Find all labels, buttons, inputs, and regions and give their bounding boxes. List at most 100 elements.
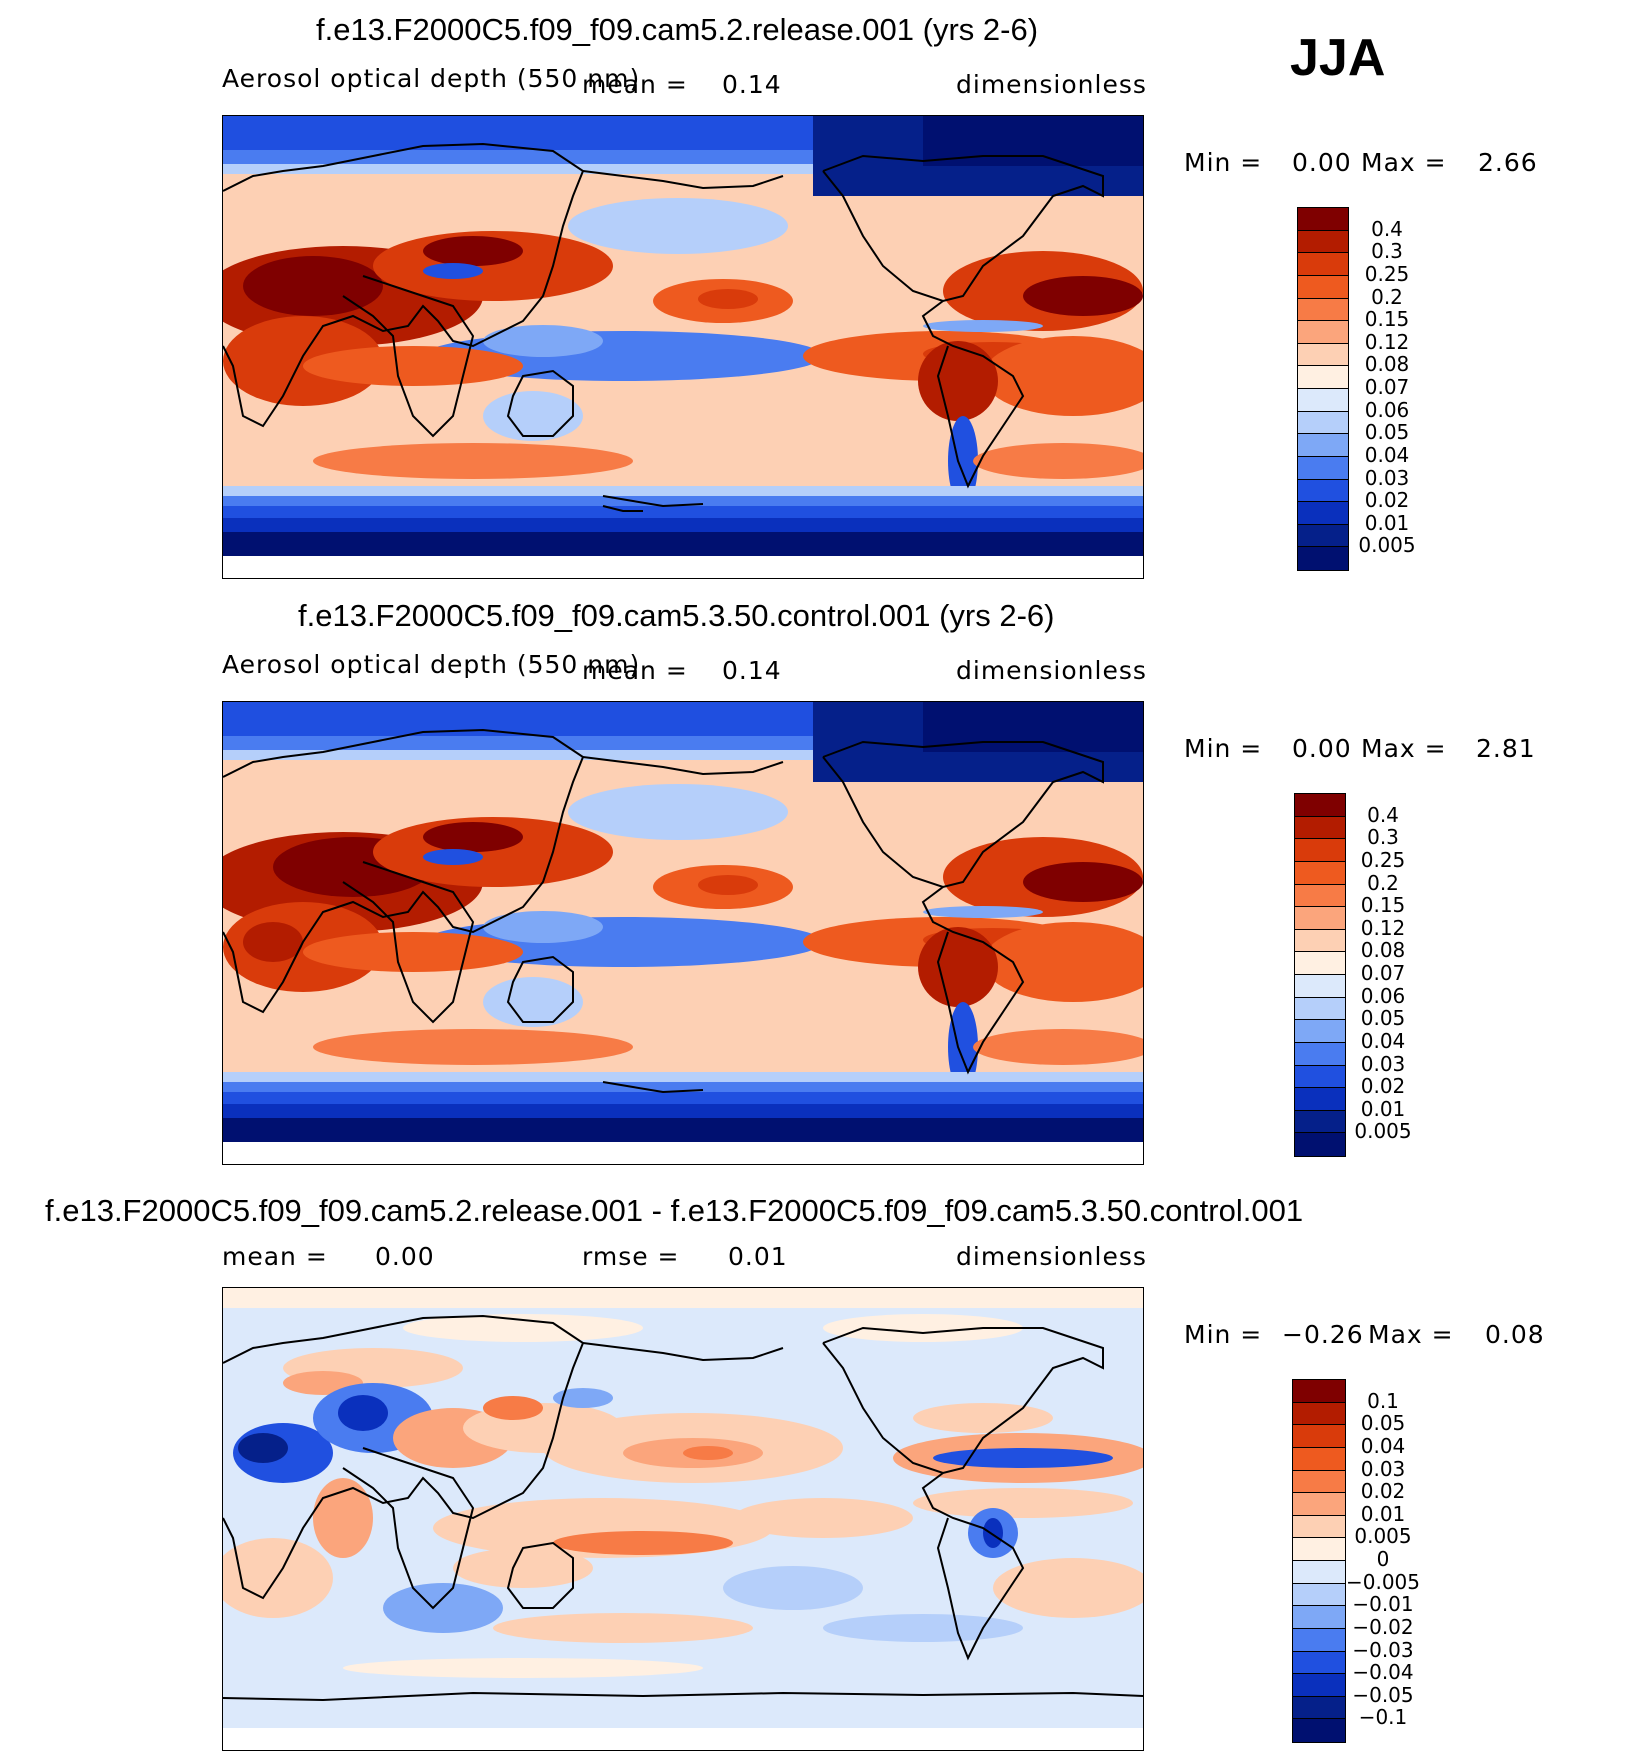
colorbar-swatch: [1298, 456, 1348, 480]
colorbar-tick-label: 0.02: [1360, 1074, 1406, 1099]
colorbar-tick-label: −0.02: [1352, 1614, 1414, 1639]
colorbar-tick-label: 0.15: [1364, 307, 1410, 332]
colorbar-swatch: [1295, 952, 1345, 975]
colorbar-tick-label: 0.12: [1364, 329, 1410, 354]
season-label: JJA: [1290, 29, 1386, 87]
colorbar-tick-label: 0.03: [1360, 1051, 1406, 1076]
panel-3-rmse-label: rmse =: [582, 1242, 680, 1271]
panel-2-min-value: 0.00: [1292, 734, 1352, 763]
panel-3-map-svg: [223, 1288, 1143, 1750]
colorbar-tick-label: 0.08: [1364, 352, 1410, 377]
colorbar-tick-label: −0.04: [1352, 1660, 1414, 1685]
panel-2-mean-label: mean =: [582, 656, 688, 685]
colorbar-tick-label: 0.08: [1360, 938, 1406, 963]
panel-2-map-svg: [223, 702, 1143, 1164]
colorbar-swatch: [1298, 253, 1348, 276]
panel-1-variable: Aerosol optical depth (550 nm): [222, 64, 641, 93]
panel-3-title: f.e13.F2000C5.f09_f09.cam5.2.release.001…: [45, 1193, 1304, 1228]
colorbar-tick-label: −0.005: [1345, 1569, 1420, 1594]
colorbar-swatch: [1293, 1696, 1345, 1720]
colorbar-swatch: [1293, 1606, 1345, 1629]
colorbar-swatch: [1298, 502, 1348, 525]
colorbar-swatch: [1298, 434, 1348, 457]
panel-3-rmse-value: 0.01: [728, 1242, 788, 1271]
colorbar-swatch: [1295, 816, 1345, 840]
panel-3-max-value: 0.08: [1485, 1320, 1545, 1349]
panel-3-units: dimensionless: [956, 1242, 1147, 1271]
colorbar-swatch: [1293, 1447, 1345, 1471]
colorbar-swatch: [1293, 1493, 1345, 1516]
panel-1-mean-label: mean =: [582, 70, 688, 99]
colorbar-swatch: [1293, 1515, 1345, 1539]
colorbar-swatch: [1298, 275, 1348, 299]
colorbar-swatch: [1295, 907, 1345, 930]
panel-1-mean-value: 0.14: [722, 70, 782, 99]
colorbar-swatch: [1293, 1380, 1345, 1403]
colorbar-tick-label: 0.15: [1360, 893, 1406, 918]
colorbar-tick-label: 0.3: [1371, 239, 1403, 264]
colorbar-tick-label: 0.02: [1364, 488, 1410, 513]
panel-2-units: dimensionless: [956, 656, 1147, 685]
colorbar-tick-label: 0.25: [1360, 847, 1406, 872]
colorbar-swatch: [1298, 411, 1348, 435]
colorbar-swatch: [1295, 1042, 1345, 1066]
colorbar-swatch: [1298, 479, 1348, 503]
colorbar-tick-label: 0.01: [1360, 1501, 1406, 1526]
colorbar-swatch: [1293, 1628, 1345, 1652]
colorbar-swatch: [1298, 321, 1348, 344]
colorbar-swatch: [1295, 975, 1345, 998]
colorbar-tick-label: −0.01: [1352, 1592, 1414, 1617]
colorbar-swatch: [1295, 1020, 1345, 1043]
panel-1-units: dimensionless: [956, 70, 1147, 99]
panel-1-min-label: Min =: [1184, 148, 1263, 177]
colorbar-swatch: [1293, 1719, 1345, 1742]
colorbar-swatch: [1298, 208, 1348, 231]
panel-1-map: [222, 115, 1144, 579]
colorbar-tick-label: 0.4: [1371, 216, 1403, 241]
colorbar-tick-label: 0.2: [1371, 284, 1403, 309]
colorbar-swatch: [1293, 1561, 1345, 1584]
colorbar-swatch: [1295, 839, 1345, 862]
panel-3-map: [222, 1287, 1144, 1751]
colorbar-swatch: [1295, 1088, 1345, 1111]
colorbar-tick-label: 0.25: [1364, 261, 1410, 286]
colorbar-tick-label: 0.07: [1360, 961, 1406, 985]
colorbar-tick-label: 0.03: [1360, 1456, 1406, 1481]
colorbar-tick-label: 0.005: [1354, 1119, 1412, 1144]
colorbar-tick-label: 0.03: [1364, 465, 1410, 490]
panel-2-title: f.e13.F2000C5.f09_f09.cam5.3.50.control.…: [298, 598, 1055, 633]
panel-3-mean-value: 0.00: [375, 1242, 435, 1271]
colorbar-swatch: [1298, 389, 1348, 412]
colorbar-tick-label: 0.06: [1360, 983, 1406, 1008]
panel-2-max-label: Max =: [1361, 734, 1447, 763]
panel-3-colorbar: [1292, 1379, 1346, 1743]
colorbar-tick-label: −0.03: [1352, 1637, 1414, 1662]
panel-1-colorbar: [1297, 207, 1349, 571]
colorbar-swatch: [1295, 861, 1345, 885]
colorbar-swatch: [1295, 929, 1345, 953]
colorbar-tick-label: 0.02: [1360, 1479, 1406, 1504]
colorbar-swatch: [1298, 343, 1348, 367]
panel-1-title: f.e13.F2000C5.f09_f09.cam5.2.release.001…: [316, 12, 1039, 47]
colorbar-tick-label: 0: [1376, 1547, 1390, 1571]
panel-2-colorbar: [1294, 793, 1346, 1157]
colorbar-tick-label: 0.4: [1367, 802, 1399, 827]
panel-3-mean-label: mean =: [222, 1242, 328, 1271]
colorbar-tick-label: 0.1: [1367, 1388, 1399, 1413]
colorbar-tick-label: −0.05: [1352, 1682, 1414, 1707]
colorbar-tick-label: 0.04: [1364, 442, 1410, 467]
colorbar-swatch: [1293, 1402, 1345, 1426]
colorbar-swatch: [1295, 1133, 1345, 1156]
colorbar-tick-label: 0.04: [1360, 1028, 1406, 1053]
colorbar-tick-label: 0.04: [1360, 1433, 1406, 1458]
colorbar-swatch: [1293, 1583, 1345, 1607]
panel-2-mean-value: 0.14: [722, 656, 782, 685]
colorbar-tick-label: 0.05: [1360, 1411, 1406, 1436]
colorbar-swatch: [1295, 1065, 1345, 1089]
colorbar-tick-label: 0.12: [1360, 915, 1406, 940]
colorbar-tick-label: 0.3: [1367, 825, 1399, 850]
colorbar-swatch: [1298, 524, 1348, 548]
panel-2-variable: Aerosol optical depth (550 nm): [222, 650, 641, 679]
colorbar-swatch: [1295, 794, 1345, 817]
panel-1-max-label: Max =: [1361, 148, 1447, 177]
